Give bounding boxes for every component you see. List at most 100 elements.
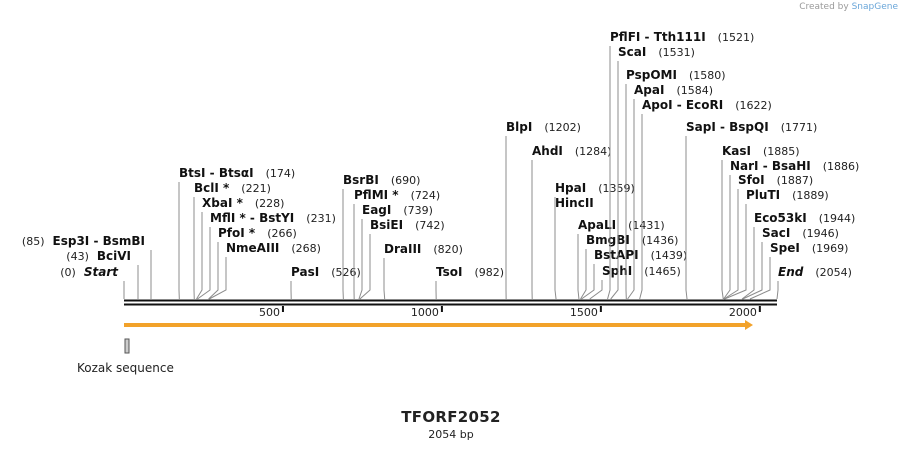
site-label-hpai: HpaI: [555, 181, 586, 195]
site-leader-line: [685, 136, 688, 300]
site-leader-line: [383, 258, 386, 300]
site-label-xbai: XbaI *: [202, 196, 244, 210]
construct-name: TFORF2052: [401, 408, 501, 426]
site-label-pflfi-tth111i: PflFI - Tth111I: [610, 30, 706, 44]
site-label-kasi: KasI: [722, 144, 751, 158]
site-leader-line: [610, 61, 619, 300]
site-position-nari-bsahi: (1886): [823, 160, 860, 173]
site-position-xbai: (228): [255, 197, 285, 210]
site-label-spei: SpeI: [770, 241, 800, 255]
orf-arrow-bar: [124, 323, 745, 327]
site-leader-line: [724, 204, 747, 300]
site-label-tsoi: TsoI: [436, 265, 462, 279]
site-label-hincii: HincII: [555, 196, 594, 210]
site-position-pflmi: (724): [411, 189, 441, 202]
site-label-eco53ki: Eco53kI: [754, 211, 807, 225]
site-position-sapi-bspqi: (1771): [781, 121, 818, 134]
site-leader-line: [577, 234, 580, 300]
site-leader-line: [359, 234, 371, 300]
site-leader-line: [358, 219, 363, 300]
site-label-eagi: EagI: [362, 203, 391, 217]
site-position-pluti: (1889): [792, 189, 829, 202]
site-leader-line: [554, 197, 557, 300]
site-position-apali: (1431): [628, 219, 665, 232]
site-leader-line: [723, 189, 739, 300]
axis-tick-label: 500: [259, 306, 280, 319]
axis-tick-label: 2000: [729, 306, 757, 319]
site-leader-line: [581, 264, 595, 300]
site-label-nari-bsahi: NarI - BsaHI: [730, 159, 811, 173]
orf-arrow-head: [745, 320, 753, 330]
site-leader-line: [741, 227, 755, 300]
site-position-saci: (1946): [802, 227, 839, 240]
site-leader-line: [723, 175, 731, 300]
site-label-pflmi: PflMI *: [354, 188, 399, 202]
site-label-apoi-ecori: ApoI - EcoRI: [642, 98, 723, 112]
site-position-ahdi: (1284): [575, 145, 612, 158]
site-label-btsi-bts-i: BtsI - BtsαI: [179, 166, 254, 180]
site-label-end: End: [778, 265, 804, 279]
site-label-esp3i-bsmbi: Esp3I - BsmBI: [53, 234, 145, 248]
site-label-sapi-bspqi: SapI - BspQI: [686, 120, 769, 134]
site-position-pspomi: (1580): [689, 69, 726, 82]
site-label-pluti: PluTI: [746, 188, 780, 202]
site-label-mfli-bstyi: MflI * - BstYI: [210, 211, 294, 225]
axis-tick-label: 1000: [411, 306, 439, 319]
site-leader-line: [208, 257, 227, 300]
site-leader-line: [589, 280, 603, 300]
site-position-spei: (1969): [812, 242, 849, 255]
site-label-bcli: BclI *: [194, 181, 230, 195]
site-position-pfoi: (266): [267, 227, 297, 240]
kozak-feature-label: Kozak sequence: [77, 361, 174, 375]
site-label-pfoi: PfoI *: [218, 226, 256, 240]
site-position-sphi: (1465): [644, 265, 681, 278]
site-position-eagi: (739): [403, 204, 433, 217]
site-label-apali: ApaLI: [578, 218, 616, 232]
site-label-bsiei: BsiEI: [370, 218, 403, 232]
site-position-pflfi-tth111i: (1521): [718, 31, 755, 44]
site-position-scai: (1531): [658, 46, 695, 59]
snapgene-watermark: Created by SnapGene: [799, 2, 898, 12]
site-position-sfoi: (1887): [777, 174, 814, 187]
site-position-nmeaiii: (268): [291, 242, 321, 255]
site-label-bcivi: BciVI: [97, 249, 131, 263]
site-position-bcli: (221): [241, 182, 271, 195]
site-leader-line: [197, 227, 211, 300]
site-label-nmeaiii: NmeAIII: [226, 241, 279, 255]
site-position-end: (2054): [815, 266, 852, 279]
site-label-bmgbi: BmgBI: [586, 233, 630, 247]
site-leader-line: [196, 212, 203, 300]
site-position-draiii: (820): [433, 243, 463, 256]
site-label-saci: SacI: [762, 226, 790, 240]
site-leader-line: [749, 257, 771, 300]
site-position-bcivi: (43): [66, 250, 89, 263]
site-position-blpi: (1202): [544, 121, 581, 134]
site-label-bstapi: BstAPI: [594, 248, 639, 262]
site-label-start: Start: [84, 265, 119, 279]
site-label-pspomi: PspOMI: [626, 68, 677, 82]
site-leader-line: [776, 281, 779, 300]
site-position-tsoi: (982): [474, 266, 504, 279]
axis-tick-label: 1500: [570, 306, 598, 319]
site-label-sphi: SphI: [602, 264, 632, 278]
site-label-scai: ScaI: [618, 45, 646, 59]
site-leader-line: [639, 114, 643, 300]
site-position-esp3i-bsmbi: (85): [22, 235, 45, 248]
site-position-mfli-bstyi: (231): [306, 212, 336, 225]
site-label-pasi: PasI: [291, 265, 319, 279]
site-leader-line: [721, 160, 724, 300]
site-position-apoi-ecori: (1622): [735, 99, 772, 112]
site-leader-line: [607, 46, 611, 300]
site-leader-line: [580, 249, 587, 300]
site-position-kasi: (1885): [763, 145, 800, 158]
site-label-draiii: DraIII: [384, 242, 421, 256]
site-position-hpai: (1359): [598, 182, 635, 195]
site-leader-line: [627, 99, 635, 300]
site-leader-line: [742, 242, 763, 300]
site-position-bmgbi: (1436): [642, 234, 679, 247]
site-label-ahdi: AhdI: [532, 144, 563, 158]
site-position-start: (0): [60, 266, 76, 279]
site-position-eco53ki: (1944): [819, 212, 856, 225]
kozak-feature-box: [124, 338, 130, 354]
